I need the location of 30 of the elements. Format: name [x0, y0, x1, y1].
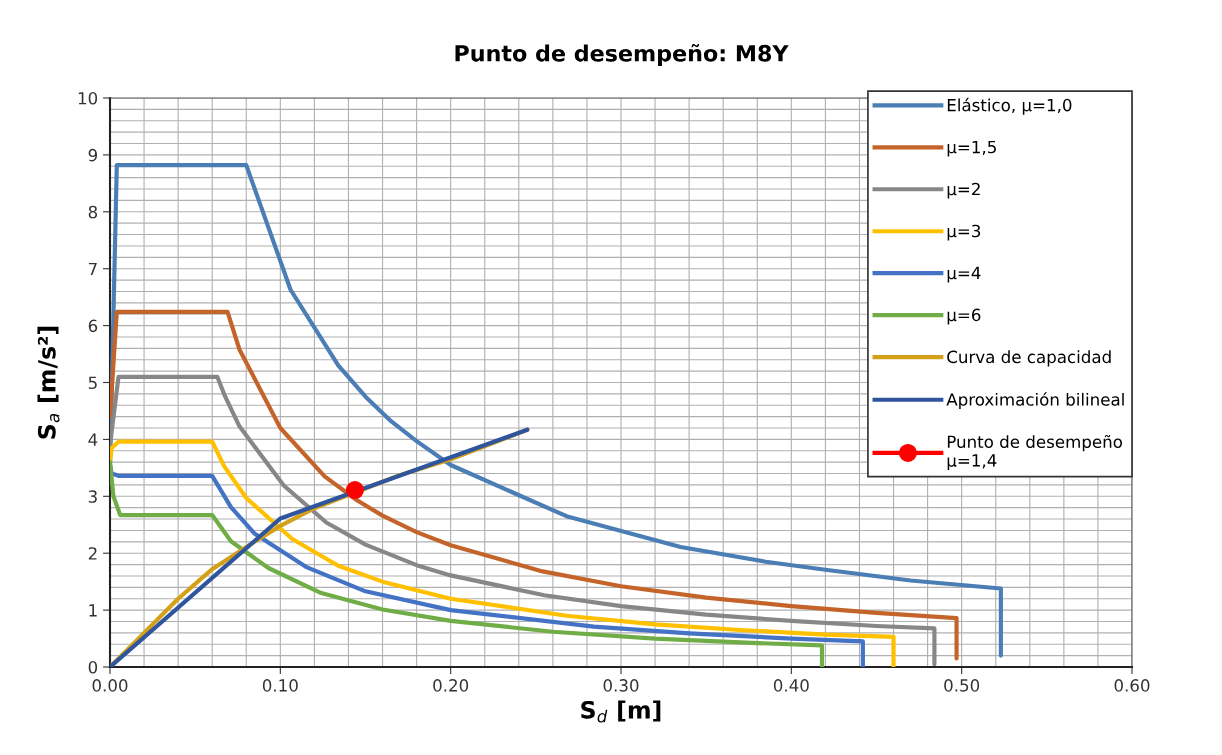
y-tick-label: 10 [78, 91, 98, 105]
y-tick-label: 7 [88, 262, 97, 276]
y-tick-label: 2 [88, 547, 97, 560]
x-tick-label: 0.40 [773, 679, 809, 692]
legend-label: μ=1,5 [947, 140, 996, 157]
legend-label: μ=6 [947, 308, 981, 325]
y-axis-title: S$_{a}$ [m/s²] [37, 326, 60, 439]
legend-label: Elástico, μ=1,0 [947, 97, 1072, 115]
chart-title: Punto de desempeño: M8Y [455, 44, 789, 66]
y-tick-label: 5 [88, 376, 97, 390]
x-tick-label: 0.00 [92, 679, 128, 692]
x-tick-label: 0.60 [1114, 679, 1150, 692]
legend-label: Aproximación bilineal [946, 392, 1124, 410]
y-tick-label: 3 [88, 490, 97, 503]
legend-label: μ=4 [947, 266, 981, 283]
x-tick-label: 0.20 [433, 679, 469, 692]
legend-label: Curva de capacidad [947, 350, 1111, 367]
legend-label: μ=2 [947, 182, 980, 199]
legend-label: Punto de desempeño μ=1,4 [947, 434, 1123, 470]
legend-label: μ=3 [947, 224, 981, 241]
x-tick-label: 0.30 [603, 679, 639, 692]
y-tick-label: 6 [88, 319, 98, 333]
y-tick-label: 4 [88, 433, 98, 446]
x-axis-title: S$_{d}$ [m] [581, 700, 661, 723]
y-tick-label: 8 [88, 205, 98, 219]
y-tick-label: 1 [89, 604, 97, 617]
y-tick-label: 0 [88, 660, 98, 674]
x-tick-label: 0.10 [262, 679, 298, 692]
x-tick-label: 0.50 [944, 679, 980, 692]
y-tick-label: 9 [88, 148, 98, 162]
